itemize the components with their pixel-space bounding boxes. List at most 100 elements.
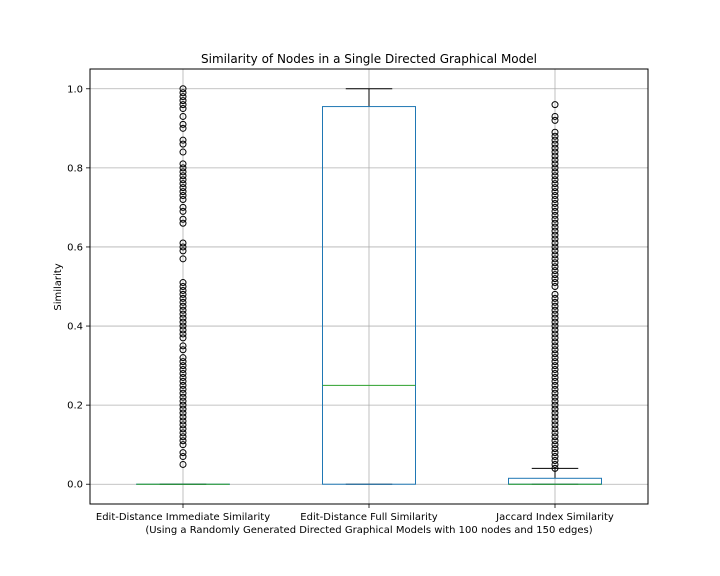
outlier-point xyxy=(551,112,559,120)
outlier-point xyxy=(179,358,187,366)
outlier-point xyxy=(551,342,559,350)
outlier-point xyxy=(551,362,559,370)
outlier-point xyxy=(551,164,559,172)
outlier-point xyxy=(179,429,187,437)
outlier-point xyxy=(551,350,559,358)
outlier-point xyxy=(179,366,187,374)
outlier-point xyxy=(551,318,559,326)
outlier-point xyxy=(551,322,559,330)
outlier-point xyxy=(179,453,187,461)
outlier-point xyxy=(551,373,559,381)
outlier-point xyxy=(179,243,187,251)
outlier-point xyxy=(551,239,559,247)
outlier-point xyxy=(551,116,559,124)
outlier-point xyxy=(551,393,559,401)
outlier-point xyxy=(179,322,187,330)
outlier-point xyxy=(551,464,559,472)
outlier-point xyxy=(551,219,559,227)
outlier-point xyxy=(551,377,559,385)
outlier-point xyxy=(179,326,187,334)
outlier-point xyxy=(179,85,187,93)
outlier-point xyxy=(179,290,187,298)
outlier-point xyxy=(551,366,559,374)
outlier-point xyxy=(179,377,187,385)
y-tick-label: 0.6 xyxy=(67,242,83,253)
outlier-point xyxy=(179,302,187,310)
outlier-point xyxy=(179,298,187,306)
outlier-point xyxy=(551,370,559,377)
outlier-point xyxy=(179,203,187,211)
outlier-point xyxy=(551,405,559,413)
outlier-point xyxy=(179,397,187,405)
outlier-point xyxy=(179,417,187,425)
outlier-point xyxy=(551,251,559,259)
outlier-point xyxy=(179,413,187,421)
outlier-point xyxy=(179,172,187,180)
outlier-point xyxy=(551,441,559,449)
outlier-point xyxy=(551,255,559,263)
outlier-point xyxy=(179,441,187,449)
outlier-point xyxy=(551,397,559,405)
outlier-point xyxy=(179,160,187,168)
outlier-point xyxy=(551,421,559,429)
outlier-point xyxy=(179,124,187,132)
outlier-point xyxy=(179,105,187,113)
outlier-point xyxy=(179,449,187,457)
outlier-point xyxy=(551,310,559,318)
outlier-point xyxy=(179,176,187,184)
outlier-point xyxy=(551,235,559,243)
outlier-point xyxy=(551,302,559,310)
outlier-point xyxy=(551,263,559,271)
iqr-box xyxy=(322,106,416,485)
outlier-point xyxy=(551,259,559,267)
outlier-point xyxy=(551,346,559,354)
outlier-point xyxy=(551,207,559,215)
outlier-point xyxy=(551,298,559,306)
outlier-point xyxy=(551,184,559,192)
outlier-point xyxy=(179,354,187,362)
outlier-point xyxy=(551,290,559,298)
outlier-point xyxy=(179,93,187,101)
outlier-point xyxy=(551,247,559,255)
outlier-point xyxy=(551,437,559,445)
outlier-point xyxy=(179,97,187,105)
outlier-point xyxy=(179,401,187,409)
outlier-point xyxy=(179,112,187,120)
outlier-point xyxy=(551,192,559,200)
outlier-point xyxy=(179,247,187,255)
outlier-point xyxy=(551,433,559,441)
y-tick-label: 0.4 xyxy=(67,322,83,333)
outliers xyxy=(179,85,559,472)
outlier-point xyxy=(551,314,559,322)
outlier-point xyxy=(551,215,559,223)
outlier-point xyxy=(179,306,187,314)
outlier-point xyxy=(179,433,187,441)
outlier-point xyxy=(551,409,559,417)
grid-lines xyxy=(90,69,648,504)
outlier-point xyxy=(551,445,559,453)
outlier-point xyxy=(179,286,187,294)
outlier-point xyxy=(551,140,559,148)
outlier-point xyxy=(551,354,559,362)
outlier-point xyxy=(179,362,187,370)
outlier-point xyxy=(179,314,187,322)
outlier-point xyxy=(179,255,187,263)
outlier-point xyxy=(179,136,187,144)
outlier-point xyxy=(179,310,187,318)
outlier-point xyxy=(551,172,559,180)
outlier-point xyxy=(551,199,559,207)
outlier-point xyxy=(551,203,559,211)
outlier-point xyxy=(551,306,559,314)
outlier-point xyxy=(179,283,187,290)
y-tick-label: 0.2 xyxy=(67,401,83,412)
outlier-point xyxy=(179,409,187,417)
outlier-point xyxy=(179,405,187,413)
outlier-point xyxy=(551,449,559,457)
outlier-point xyxy=(551,460,559,468)
outlier-point xyxy=(179,168,187,176)
outlier-point xyxy=(551,243,559,251)
outlier-point xyxy=(179,294,187,302)
outlier-point xyxy=(179,421,187,429)
outlier-point xyxy=(551,389,559,397)
outlier-point xyxy=(179,318,187,326)
